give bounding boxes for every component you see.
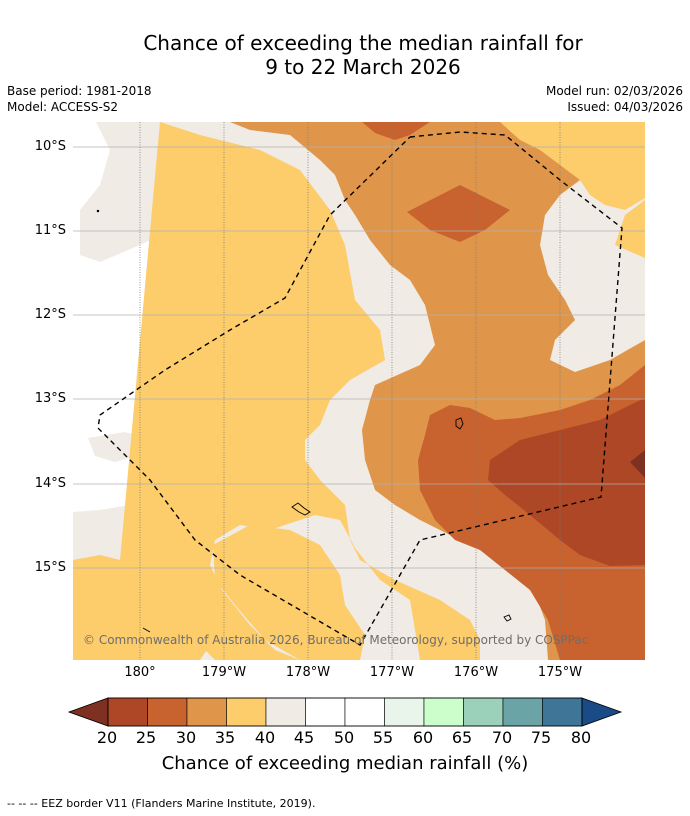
- island-nukunonu: [455, 417, 464, 430]
- band-35-40-sw2: [90, 585, 210, 660]
- lon-label-177w: 177°W: [369, 665, 415, 680]
- island-swains: [503, 614, 512, 622]
- cb-label-25: 25: [135, 728, 157, 747]
- cb-label-45: 45: [293, 728, 315, 747]
- cb-label-30: 30: [175, 728, 197, 747]
- chart-title-line2: 9 to 22 March 2026: [265, 55, 461, 79]
- colorbar-seg-45-50: [305, 697, 346, 727]
- lat-label-14s: 14°S: [34, 476, 66, 491]
- colorbar-seg-35-40: [226, 697, 267, 727]
- band-25-30-cap: [362, 122, 430, 140]
- lat-label-10s: 10°S: [34, 139, 66, 154]
- cb-label-55: 55: [372, 728, 394, 747]
- meridians: [139, 122, 561, 660]
- rainfall-map: [73, 122, 645, 660]
- model-run: Model run: 02/03/2026: [545, 84, 683, 98]
- chart-title-line1: Chance of exceeding the median rainfall …: [143, 31, 583, 55]
- band-35-40-pocket: [500, 122, 645, 210]
- colorbar-seg-30-35: [186, 697, 227, 727]
- colorbar-seg-below-20: [68, 697, 109, 727]
- colorbar-title: Chance of exceeding median rainfall (%): [161, 753, 529, 774]
- colorbar-seg-55-60: [384, 697, 425, 727]
- cb-label-40: 40: [254, 728, 276, 747]
- cb-label-60: 60: [412, 728, 434, 747]
- lon-label-180: 180°: [124, 665, 156, 680]
- base-period: Base period: 1981-2018: [7, 84, 152, 98]
- band-20-25: [488, 398, 645, 566]
- colorbar-seg-65-70: [463, 697, 504, 727]
- lat-label-12s: 12°S: [34, 307, 66, 322]
- lon-label-179w: 179°W: [201, 665, 247, 680]
- colorbar: [68, 697, 623, 727]
- colorbar-seg-20-25: [107, 697, 148, 727]
- colorbar-seg-75-80: [542, 697, 583, 727]
- model-name: Model: ACCESS-S2: [7, 100, 119, 114]
- cb-label-80: 80: [570, 728, 592, 747]
- island-dot: [96, 209, 100, 213]
- colorbar-seg-60-65: [423, 697, 464, 727]
- colorbar-seg-50-55: [344, 697, 385, 727]
- colorbar-seg-25-30: [147, 697, 188, 727]
- eez-footnote: -- -- -- EEZ border V11 (Flanders Marine…: [7, 797, 316, 810]
- lon-label-178w: 178°W: [285, 665, 331, 680]
- map-credit: © Commonwealth of Australia 2026, Bureau…: [83, 633, 589, 647]
- lon-label-176w: 176°W: [453, 665, 499, 680]
- cb-label-75: 75: [530, 728, 552, 747]
- cb-label-70: 70: [491, 728, 513, 747]
- colorbar-seg-above-80: [581, 697, 623, 727]
- graticule: [73, 146, 645, 569]
- lon-label-175w: 175°W: [537, 665, 583, 680]
- island-sw: [142, 627, 151, 633]
- colorbar-frame: [107, 697, 583, 727]
- cb-label-65: 65: [451, 728, 473, 747]
- cb-label-20: 20: [96, 728, 118, 747]
- lat-label-11s: 11°S: [34, 223, 66, 238]
- cb-label-35: 35: [214, 728, 236, 747]
- eez-border: [97, 131, 623, 646]
- island-fakaofo: [291, 502, 311, 516]
- cb-label-50: 50: [333, 728, 355, 747]
- band-35-40: [73, 122, 645, 660]
- colorbar-seg-40-45: [265, 697, 306, 727]
- lat-label-15s: 15°S: [34, 560, 66, 575]
- band-25-30-top: [407, 185, 510, 242]
- lat-label-13s: 13°S: [34, 391, 66, 406]
- issued-date: Issued: 04/03/2026: [567, 100, 683, 114]
- band-below-20: [630, 450, 645, 478]
- colorbar-seg-70-75: [502, 697, 543, 727]
- islands: [96, 209, 512, 633]
